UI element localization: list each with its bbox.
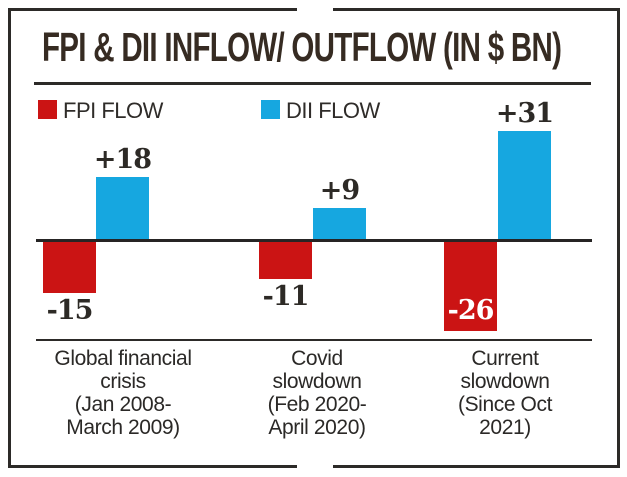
category-separator-line [36,339,592,341]
fpi-legend-swatch-icon [38,100,57,119]
dii-value-label-2: +31 [495,98,554,129]
border-gap-bottom [297,463,333,472]
dii-value-label-1: +9 [319,175,360,206]
zero-axis-line [36,239,592,242]
fpi-value-label-0: -15 [46,295,94,326]
dii-bar-2 [498,131,551,240]
title-underline [34,82,591,85]
dii-legend-label: DII FLOW [286,98,380,123]
dii-bar-1 [313,208,366,240]
category-label-covid-slowdown: Covid slowdown (Feb 2020- April 2020) [267,347,367,439]
category-label-global-financial-crisis: Global financial crisis (Jan 2008- March… [54,347,192,439]
fpi-bar-0 [43,240,96,293]
chart-title: FPI & DII INFLOW/ OUTFLOW (IN $ BN) [42,24,562,70]
fpi-bar-1 [259,240,312,279]
category-label-current-slowdown: Current slowdown (Since Oct 2021) [457,347,553,439]
fpi-bar-2 [444,240,497,331]
border-gap-top [297,5,333,14]
dii-bar-0 [96,177,149,240]
dii-value-label-0: +18 [93,144,152,175]
fpi-value-label-2: -26 [447,295,495,326]
fpi-legend-label: FPI FLOW [63,98,163,123]
fpi-value-label-1: -11 [262,281,310,312]
dii-legend-swatch-icon [261,100,280,119]
